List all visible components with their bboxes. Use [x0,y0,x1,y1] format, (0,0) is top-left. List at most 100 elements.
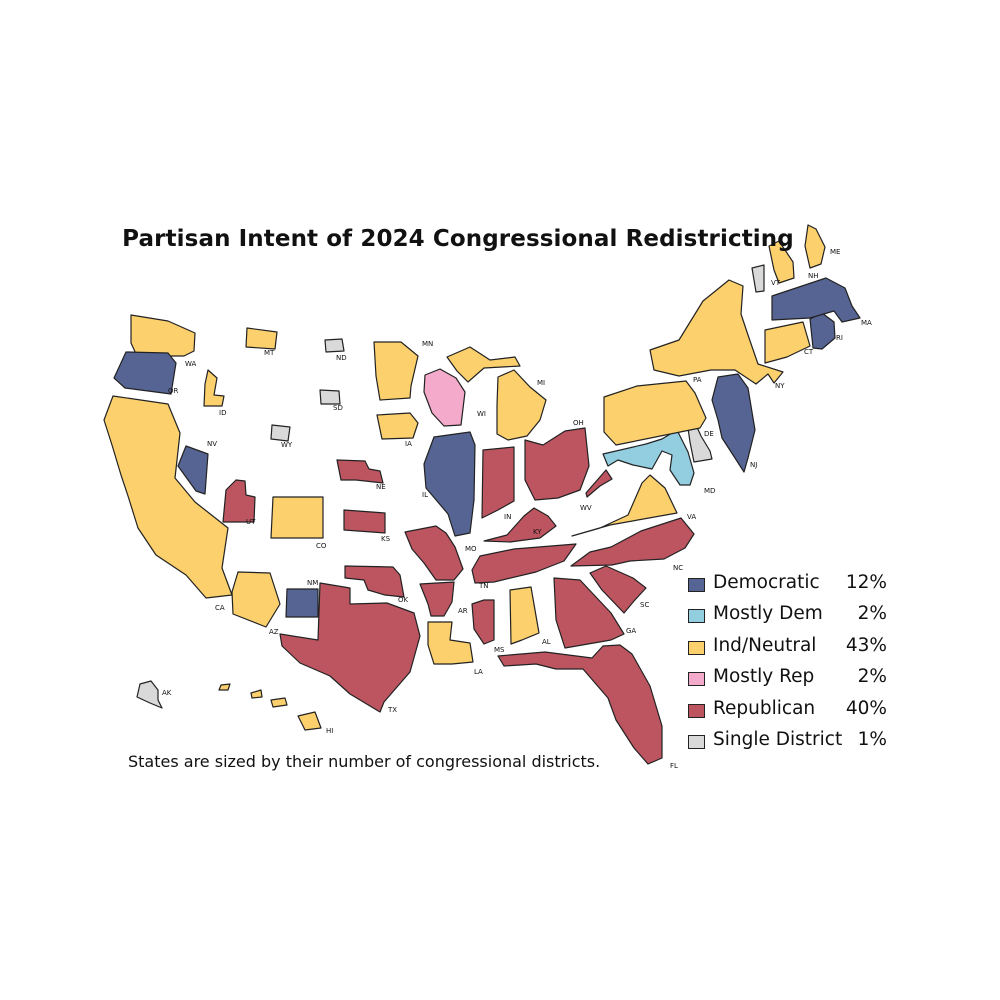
legend: Democratic 12% Mostly Dem 2% Ind/Neutral… [688,571,893,759]
state-label-de: DE [704,430,714,438]
state-label-va: VA [687,513,696,521]
state-label-mn: MN [422,340,433,348]
state-ne [336,459,384,484]
state-ct [764,321,811,364]
state-or [113,351,177,395]
state-label-ne: NE [376,483,386,491]
state-mn [373,341,419,401]
state-tn [471,543,577,584]
state-nv [177,445,209,495]
legend-label-rep: Republican [713,697,816,719]
state-ak [136,680,163,709]
state-label-pa: PA [693,376,702,384]
state-tx [279,582,421,713]
state-label-nh: NH [808,272,819,280]
state-ga [553,577,625,649]
state-label-ks: KS [381,535,391,543]
state-label-ak: AK [162,689,172,697]
state-hi-part [297,711,322,731]
state-label-hi: HI [326,727,333,735]
state-label-nj: NJ [750,461,757,469]
state-label-wi: WI [477,410,486,418]
state-label-nd: ND [336,354,347,362]
state-label-ia: IA [405,440,412,448]
state-label-tx: TX [387,706,397,714]
state-label-al: AL [542,638,551,646]
legend-percent-dem: 12% [845,572,887,593]
state-hi-part [270,697,288,708]
state-label-fl: FL [670,762,678,770]
state-oh [524,427,590,501]
state-nh [768,240,795,284]
state-ut [222,479,256,523]
state-hi-part [250,689,263,699]
legend-label-dem: Democratic [713,572,820,593]
legend-row-mdem: Mostly Dem 2% [688,602,893,633]
legend-percent-single: 1% [857,728,887,750]
legend-row-dem: Democratic 12% [688,571,893,602]
state-va [571,474,678,537]
state-mi [446,346,521,383]
legend-label-single: Single District [713,728,843,750]
state-sd [319,389,341,405]
state-label-tn: TN [478,582,489,590]
state-label-ca: CA [215,604,225,612]
state-vt [751,264,765,293]
state-pa [603,380,707,446]
state-label-ut: UT [246,518,256,526]
state-label-ri: RI [836,334,843,342]
state-ma [771,277,861,323]
state-al [509,586,540,645]
state-wi [423,368,466,427]
state-co [270,496,324,539]
state-ks [343,509,386,534]
legend-label-mdem: Mostly Dem [713,603,823,625]
state-label-ok: OK [398,596,409,604]
legend-swatch-ind [688,640,705,655]
state-ar [419,581,455,617]
state-label-co: CO [316,542,327,550]
state-label-sd: SD [333,404,343,412]
state-label-la: LA [474,668,483,676]
state-label-il: IL [422,491,428,499]
legend-row-single: Single District 1% [688,728,893,759]
state-label-id: ID [219,409,226,417]
state-label-ar: AR [458,607,468,615]
legend-swatch-dem [688,578,705,592]
legend-percent-mdem: 2% [857,603,887,625]
state-label-wy: WY [281,441,293,449]
state-label-md: MD [704,487,715,495]
state-wv [585,469,613,498]
state-ca [103,395,233,599]
state-mi-part [496,369,547,441]
state-nd [324,338,345,353]
state-nj [711,373,756,473]
legend-swatch-mdem [688,609,705,624]
legend-row-mrep: Mostly Rep 2% [688,665,893,696]
state-label-mt: MT [264,349,275,357]
state-label-wa: WA [185,360,197,368]
state-il [423,431,476,537]
state-label-me: ME [830,248,840,256]
state-nm [285,588,319,618]
legend-percent-mrep: 2% [857,666,887,688]
state-label-ct: CT [804,348,814,356]
state-wa [130,314,196,357]
state-la [427,621,474,665]
legend-percent-ind: 43% [845,634,887,656]
state-label-ny: NY [775,382,785,390]
state-id [203,369,225,407]
state-ny [649,279,784,385]
state-sc [589,565,647,614]
state-mt [245,327,278,350]
legend-label-mrep: Mostly Rep [713,666,815,688]
legend-row-rep: Republican 40% [688,697,893,728]
state-label-ga: GA [626,627,636,635]
state-ri [809,312,836,350]
state-ia [376,412,419,440]
state-label-wv: WV [580,504,592,512]
state-label-nc: NC [673,564,683,572]
state-fl [497,644,663,765]
